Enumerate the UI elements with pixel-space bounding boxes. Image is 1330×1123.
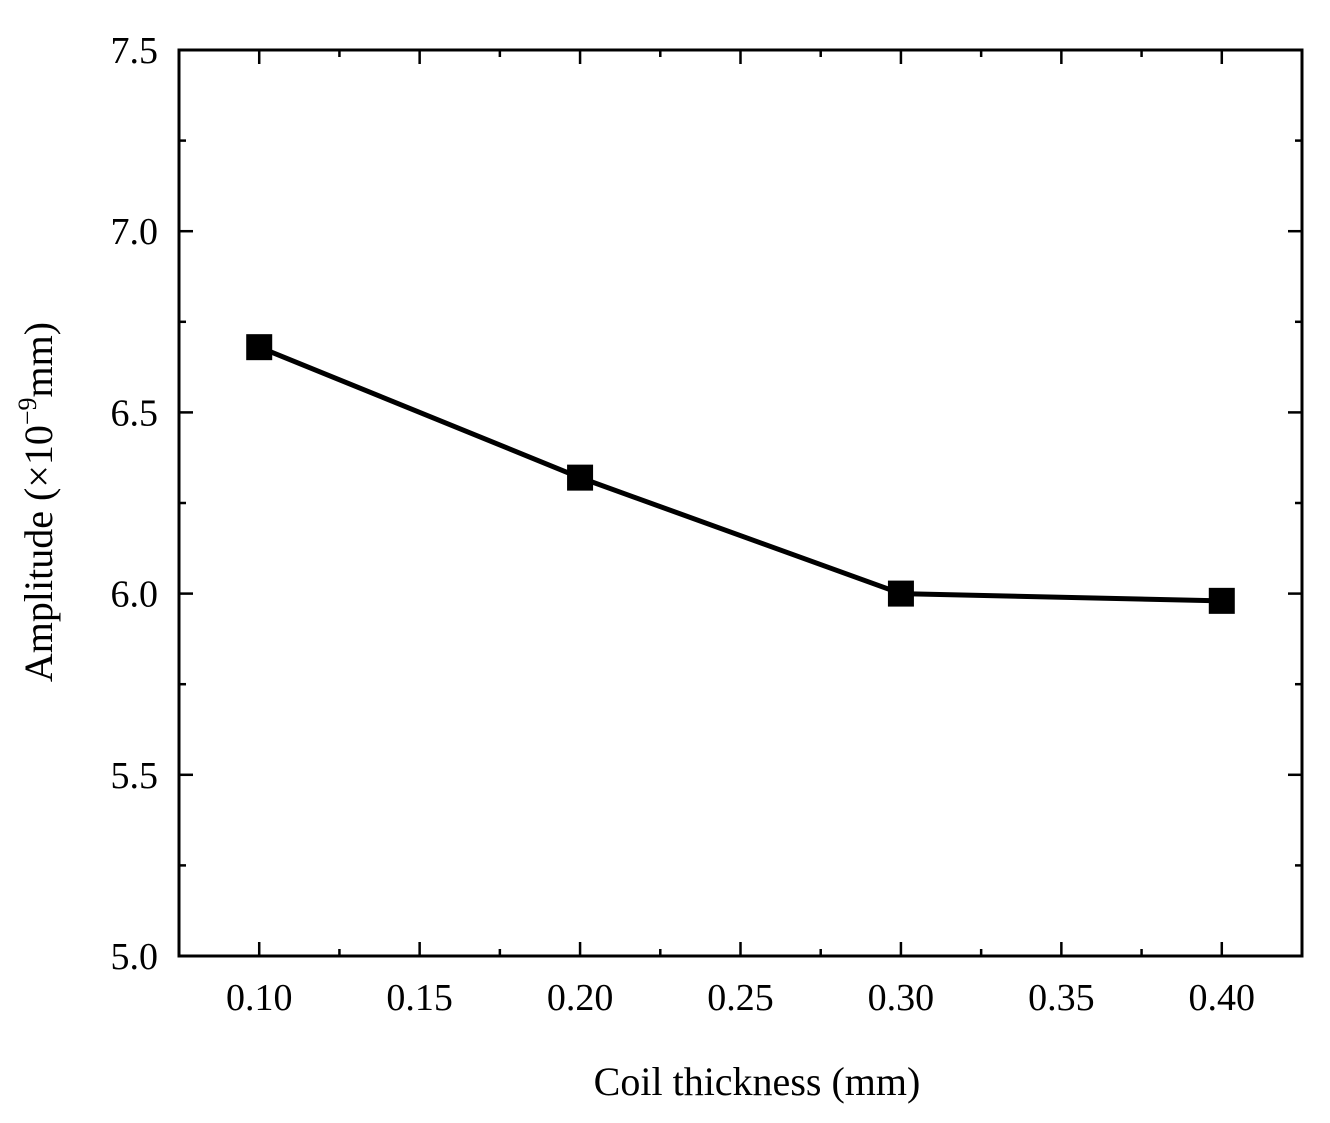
x-tick-label: 0.20	[547, 977, 614, 1019]
y-axis-title-exponent: −9	[13, 397, 42, 425]
x-tick-label: 0.30	[868, 977, 935, 1019]
x-axis-title: Coil thickness (mm)	[594, 1059, 921, 1104]
y-tick-label: 6.0	[111, 574, 159, 616]
y-tick-label: 5.5	[111, 755, 159, 797]
y-axis-title-suffix: mm)	[16, 322, 61, 398]
data-series	[246, 334, 1235, 614]
y-tick-label: 7.0	[111, 211, 159, 253]
x-tick-label: 0.35	[1028, 977, 1095, 1019]
data-point-marker	[1208, 587, 1235, 614]
y-tick-label: 6.5	[111, 392, 159, 434]
plot-frame	[177, 48, 1304, 958]
y-axis-title-prefix: Amplitude (×10	[16, 425, 61, 682]
data-point-marker	[567, 464, 594, 491]
y-tick-label: 5.0	[111, 936, 159, 978]
series-line	[258, 344, 1222, 604]
tick-labels: 0.10 0.15 0.20 0.25 0.30 0.35 0.40 5.0 5.5 6.0 6.5…	[111, 30, 1256, 1019]
axis-ticks	[179, 48, 1302, 958]
data-point-marker	[887, 580, 914, 607]
x-tick-label: 0.15	[386, 977, 453, 1019]
y-tick-label: 7.5	[111, 30, 159, 72]
x-tick-label: 0.40	[1189, 977, 1256, 1019]
data-point-marker	[246, 334, 273, 361]
y-axis-title: Amplitude (×10−9mm)	[13, 322, 61, 682]
x-tick-label: 0.10	[226, 977, 293, 1019]
x-tick-label: 0.25	[707, 977, 774, 1019]
